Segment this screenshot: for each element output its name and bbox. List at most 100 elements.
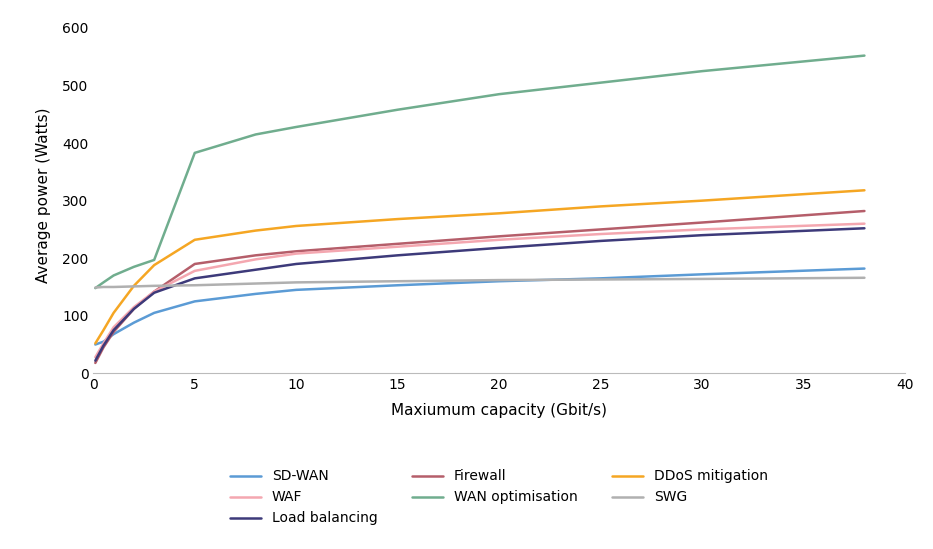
Y-axis label: Average power (Watts): Average power (Watts)	[36, 107, 51, 283]
Legend: SD-WAN, WAF, Load balancing, Firewall, WAN optimisation, DDoS mitigation, SWG: SD-WAN, WAF, Load balancing, Firewall, W…	[230, 469, 768, 525]
SD-WAN	[250, 290, 261, 297]
SWG	[108, 284, 119, 290]
SWG	[494, 277, 505, 283]
Firewall	[291, 248, 302, 255]
SWG	[129, 283, 140, 290]
Firewall	[90, 360, 101, 366]
WAF	[90, 354, 101, 361]
WAF	[108, 324, 119, 330]
DDoS mitigation	[129, 283, 140, 289]
DDoS mitigation	[98, 327, 109, 333]
SWG	[859, 274, 870, 281]
DDoS mitigation	[189, 237, 201, 243]
Firewall	[129, 306, 140, 312]
WAN optimisation	[291, 124, 302, 130]
Firewall	[98, 344, 109, 351]
Load balancing	[859, 225, 870, 232]
WAN optimisation	[696, 68, 707, 75]
WAN optimisation	[595, 80, 606, 86]
WAN optimisation	[148, 256, 160, 263]
WAN optimisation	[494, 91, 505, 98]
WAF	[595, 231, 606, 237]
DDoS mitigation	[595, 203, 606, 210]
Line: DDoS mitigation: DDoS mitigation	[95, 191, 865, 343]
DDoS mitigation	[859, 187, 870, 194]
Load balancing	[90, 357, 101, 364]
Load balancing	[129, 306, 140, 312]
WAF	[494, 237, 505, 243]
Firewall	[189, 261, 201, 267]
Line: Firewall: Firewall	[95, 211, 865, 363]
Load balancing	[148, 289, 160, 296]
Load balancing	[291, 261, 302, 267]
DDoS mitigation	[392, 216, 403, 222]
Load balancing	[189, 275, 201, 282]
DDoS mitigation	[494, 210, 505, 217]
Line: WAN optimisation: WAN optimisation	[95, 55, 865, 288]
DDoS mitigation	[148, 262, 160, 268]
SWG	[250, 280, 261, 287]
Load balancing	[494, 244, 505, 251]
Load balancing	[696, 232, 707, 238]
Line: SWG: SWG	[95, 278, 865, 288]
Firewall	[148, 288, 160, 295]
WAN optimisation	[108, 272, 119, 279]
WAF	[859, 220, 870, 227]
Load balancing	[98, 343, 109, 349]
DDoS mitigation	[696, 197, 707, 204]
WAF	[291, 250, 302, 257]
Load balancing	[250, 266, 261, 273]
SD-WAN	[859, 265, 870, 272]
WAF	[129, 304, 140, 310]
SWG	[291, 279, 302, 285]
Firewall	[494, 233, 505, 239]
DDoS mitigation	[250, 227, 261, 234]
Line: SD-WAN: SD-WAN	[95, 268, 865, 345]
SD-WAN	[291, 287, 302, 293]
SD-WAN	[189, 298, 201, 305]
X-axis label: Maxiumum capacity (Gbit/s): Maxiumum capacity (Gbit/s)	[391, 404, 607, 418]
Firewall	[108, 329, 119, 335]
Line: Load balancing: Load balancing	[95, 228, 865, 361]
WAN optimisation	[392, 107, 403, 113]
SWG	[148, 283, 160, 289]
WAF	[148, 288, 160, 295]
SD-WAN	[98, 338, 109, 345]
DDoS mitigation	[108, 310, 119, 316]
SD-WAN	[129, 320, 140, 326]
WAN optimisation	[129, 264, 140, 270]
WAN optimisation	[98, 279, 109, 285]
Load balancing	[392, 252, 403, 259]
WAF	[392, 243, 403, 250]
WAN optimisation	[250, 131, 261, 138]
Load balancing	[595, 238, 606, 244]
SD-WAN	[696, 271, 707, 278]
SWG	[595, 276, 606, 283]
SWG	[90, 284, 101, 291]
WAN optimisation	[189, 149, 201, 156]
Firewall	[859, 208, 870, 214]
WAN optimisation	[859, 52, 870, 59]
Firewall	[696, 219, 707, 226]
DDoS mitigation	[291, 223, 302, 229]
SWG	[696, 276, 707, 282]
Line: WAF: WAF	[95, 223, 865, 357]
SD-WAN	[148, 310, 160, 316]
SD-WAN	[90, 341, 101, 348]
SWG	[98, 284, 109, 290]
Firewall	[392, 240, 403, 247]
Firewall	[250, 252, 261, 259]
Load balancing	[108, 327, 119, 333]
SD-WAN	[595, 275, 606, 282]
SWG	[392, 278, 403, 284]
WAN optimisation	[90, 285, 101, 292]
WAF	[696, 226, 707, 233]
SD-WAN	[108, 331, 119, 338]
SD-WAN	[494, 278, 505, 284]
WAF	[189, 267, 201, 274]
WAF	[98, 340, 109, 346]
SWG	[189, 282, 201, 289]
WAF	[250, 256, 261, 262]
Firewall	[595, 226, 606, 233]
SD-WAN	[392, 282, 403, 289]
